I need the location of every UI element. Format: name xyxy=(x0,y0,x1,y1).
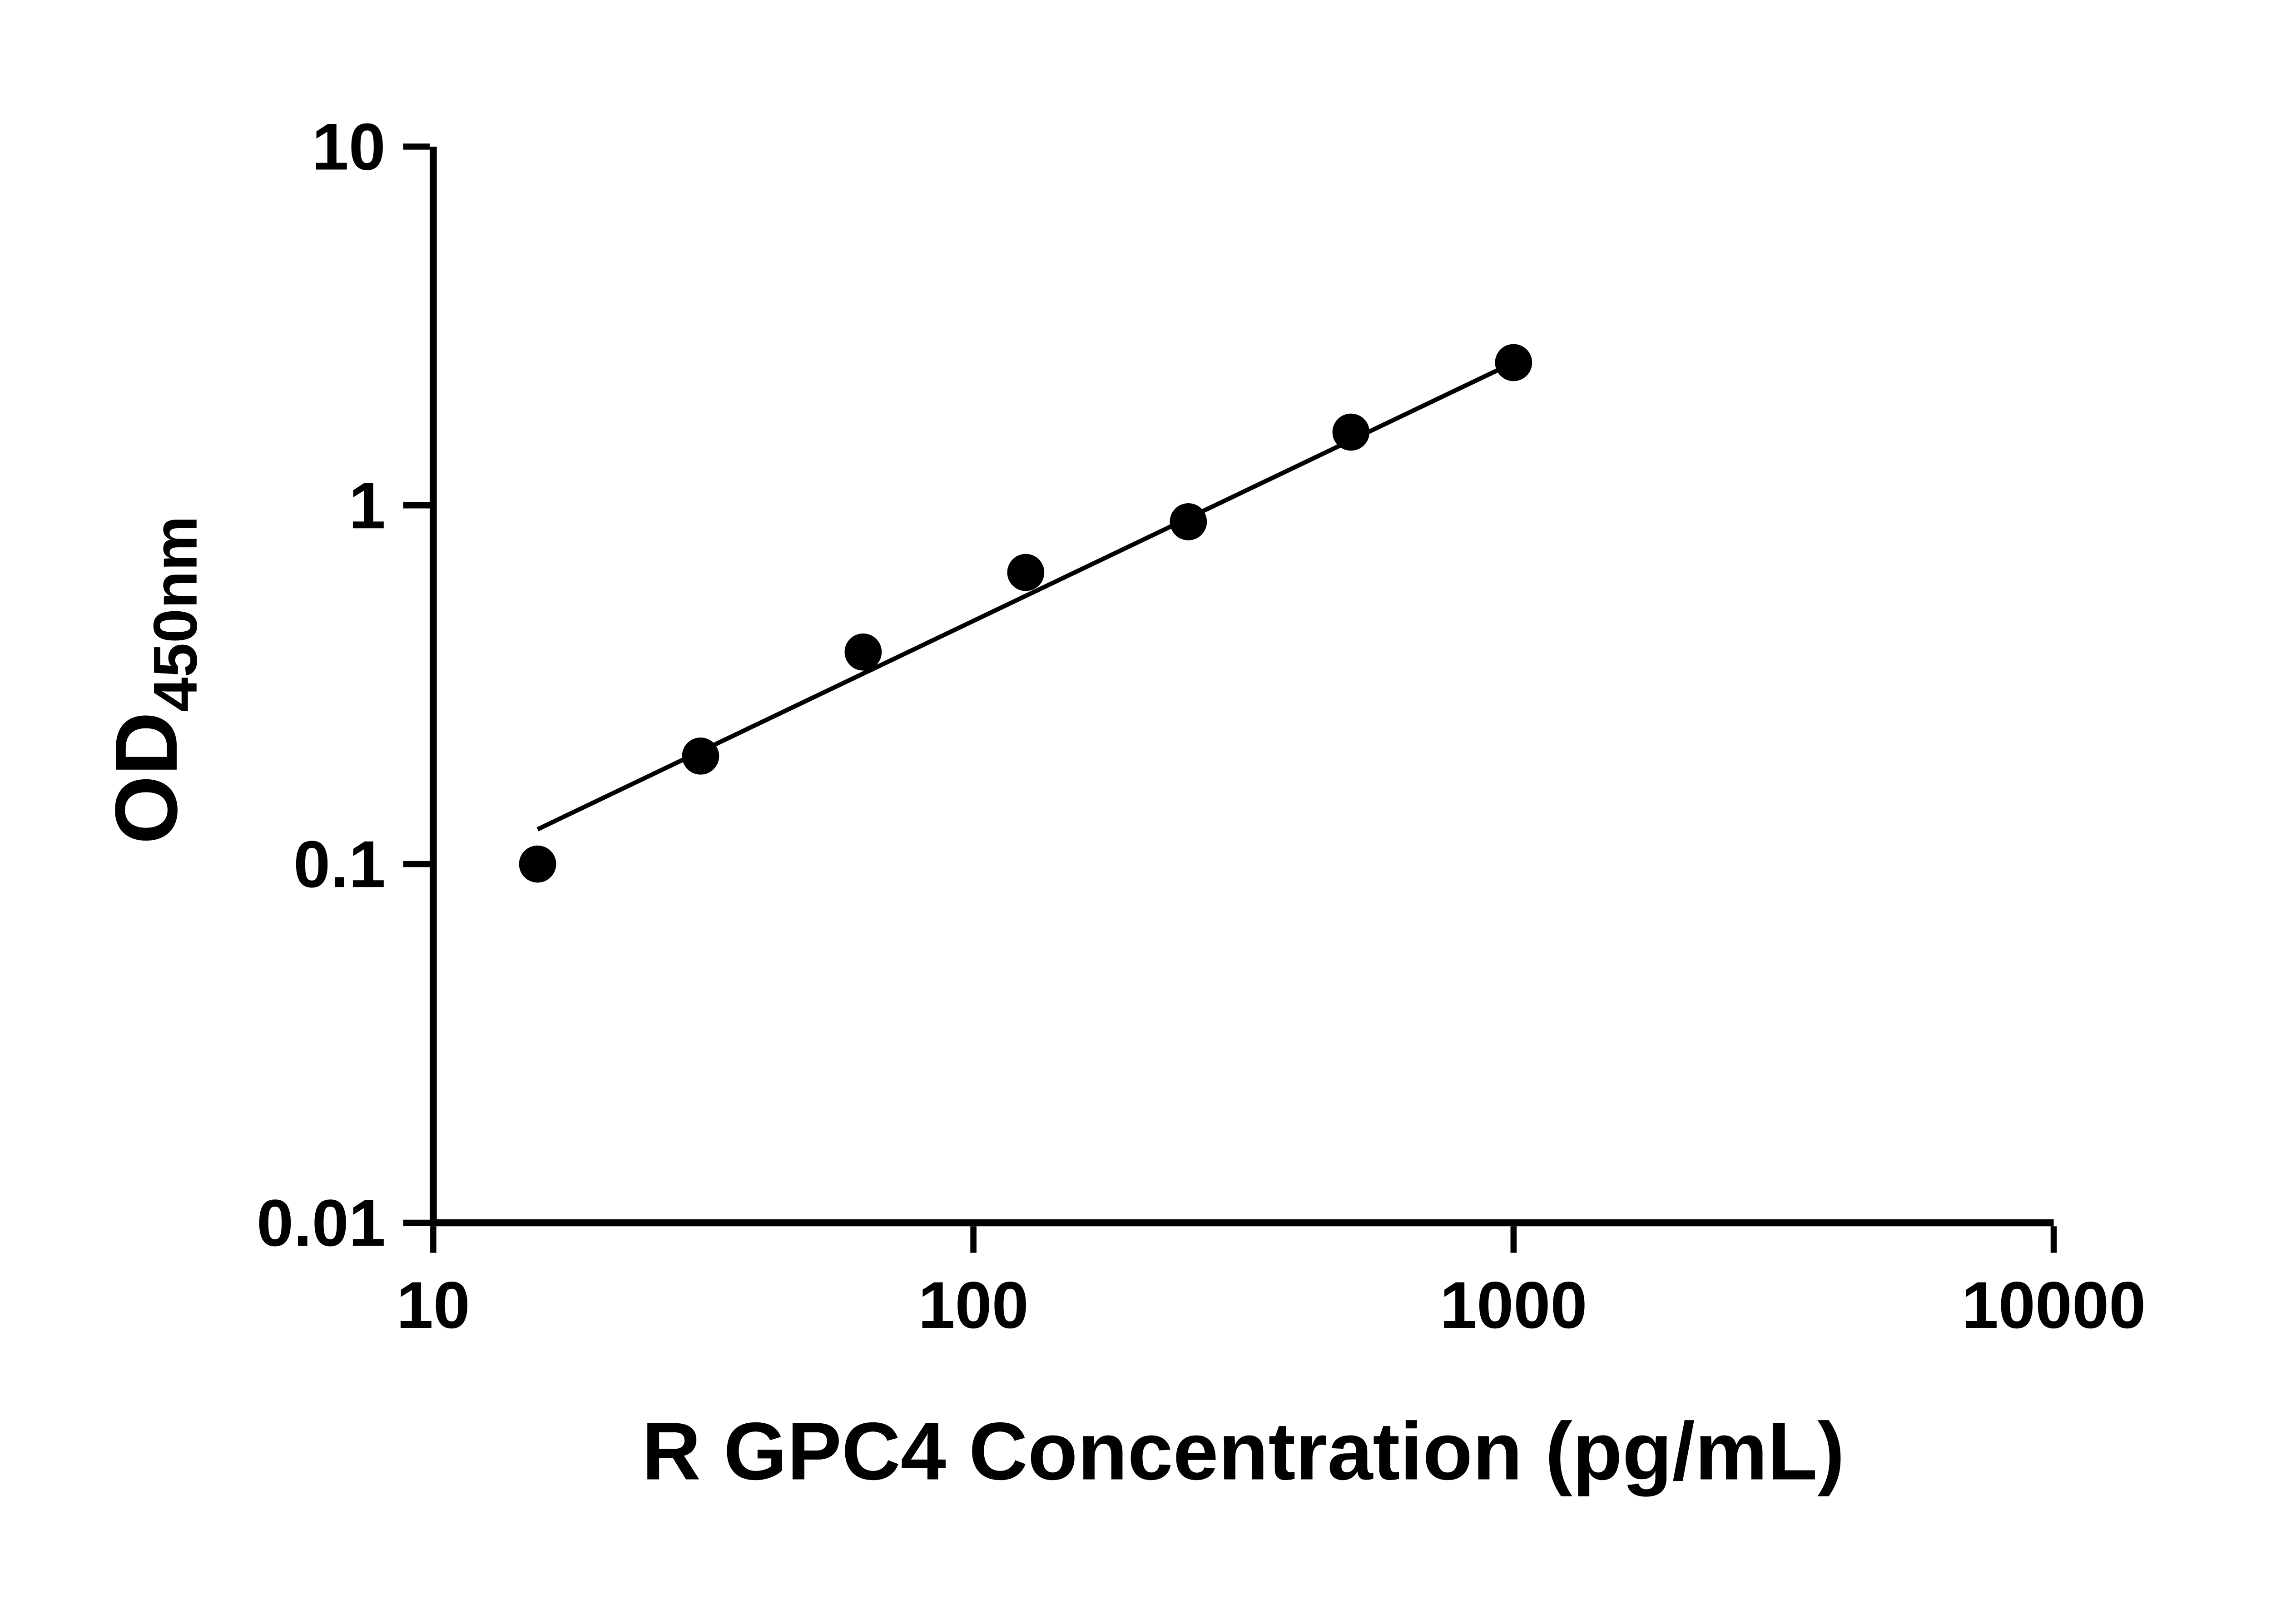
y-tick-label: 1 xyxy=(349,468,386,542)
y-axis-title: OD450nm xyxy=(97,516,210,844)
chart-canvas: 10 100 1000 10000 0.01 0.1 1 10 R GPC4 Concentr… xyxy=(97,109,2146,1497)
data-point xyxy=(682,738,719,775)
data-point xyxy=(1007,554,1045,591)
y-tick-label: 0.01 xyxy=(257,1186,386,1260)
elisa-standard-curve-figure: 10 100 1000 10000 0.01 0.1 1 10 R GPC4 Concentr… xyxy=(97,109,2146,1497)
data-point xyxy=(1332,413,1370,451)
axis-lines xyxy=(430,146,2054,1227)
data-point xyxy=(1495,344,1532,381)
y-axis-title-subscript: 450nm xyxy=(141,516,210,712)
data-point xyxy=(844,633,882,671)
plot-area: 10 100 1000 10000 0.01 0.1 1 10 xyxy=(257,109,2146,1342)
y-axis-title-main: OD xyxy=(97,712,196,844)
x-tick-label: 100 xyxy=(918,1268,1028,1342)
x-tick-label: 1000 xyxy=(1440,1268,1587,1342)
x-axis-title: R GPC4 Concentration (pg/mL) xyxy=(642,1406,1845,1497)
y-tick-label: 10 xyxy=(312,109,386,183)
data-point xyxy=(519,845,556,883)
x-tick-label: 10 xyxy=(397,1268,470,1342)
data-point xyxy=(1170,503,1207,540)
x-tick-label: 10000 xyxy=(1962,1268,2146,1342)
y-tick-label: 0.1 xyxy=(293,827,386,901)
